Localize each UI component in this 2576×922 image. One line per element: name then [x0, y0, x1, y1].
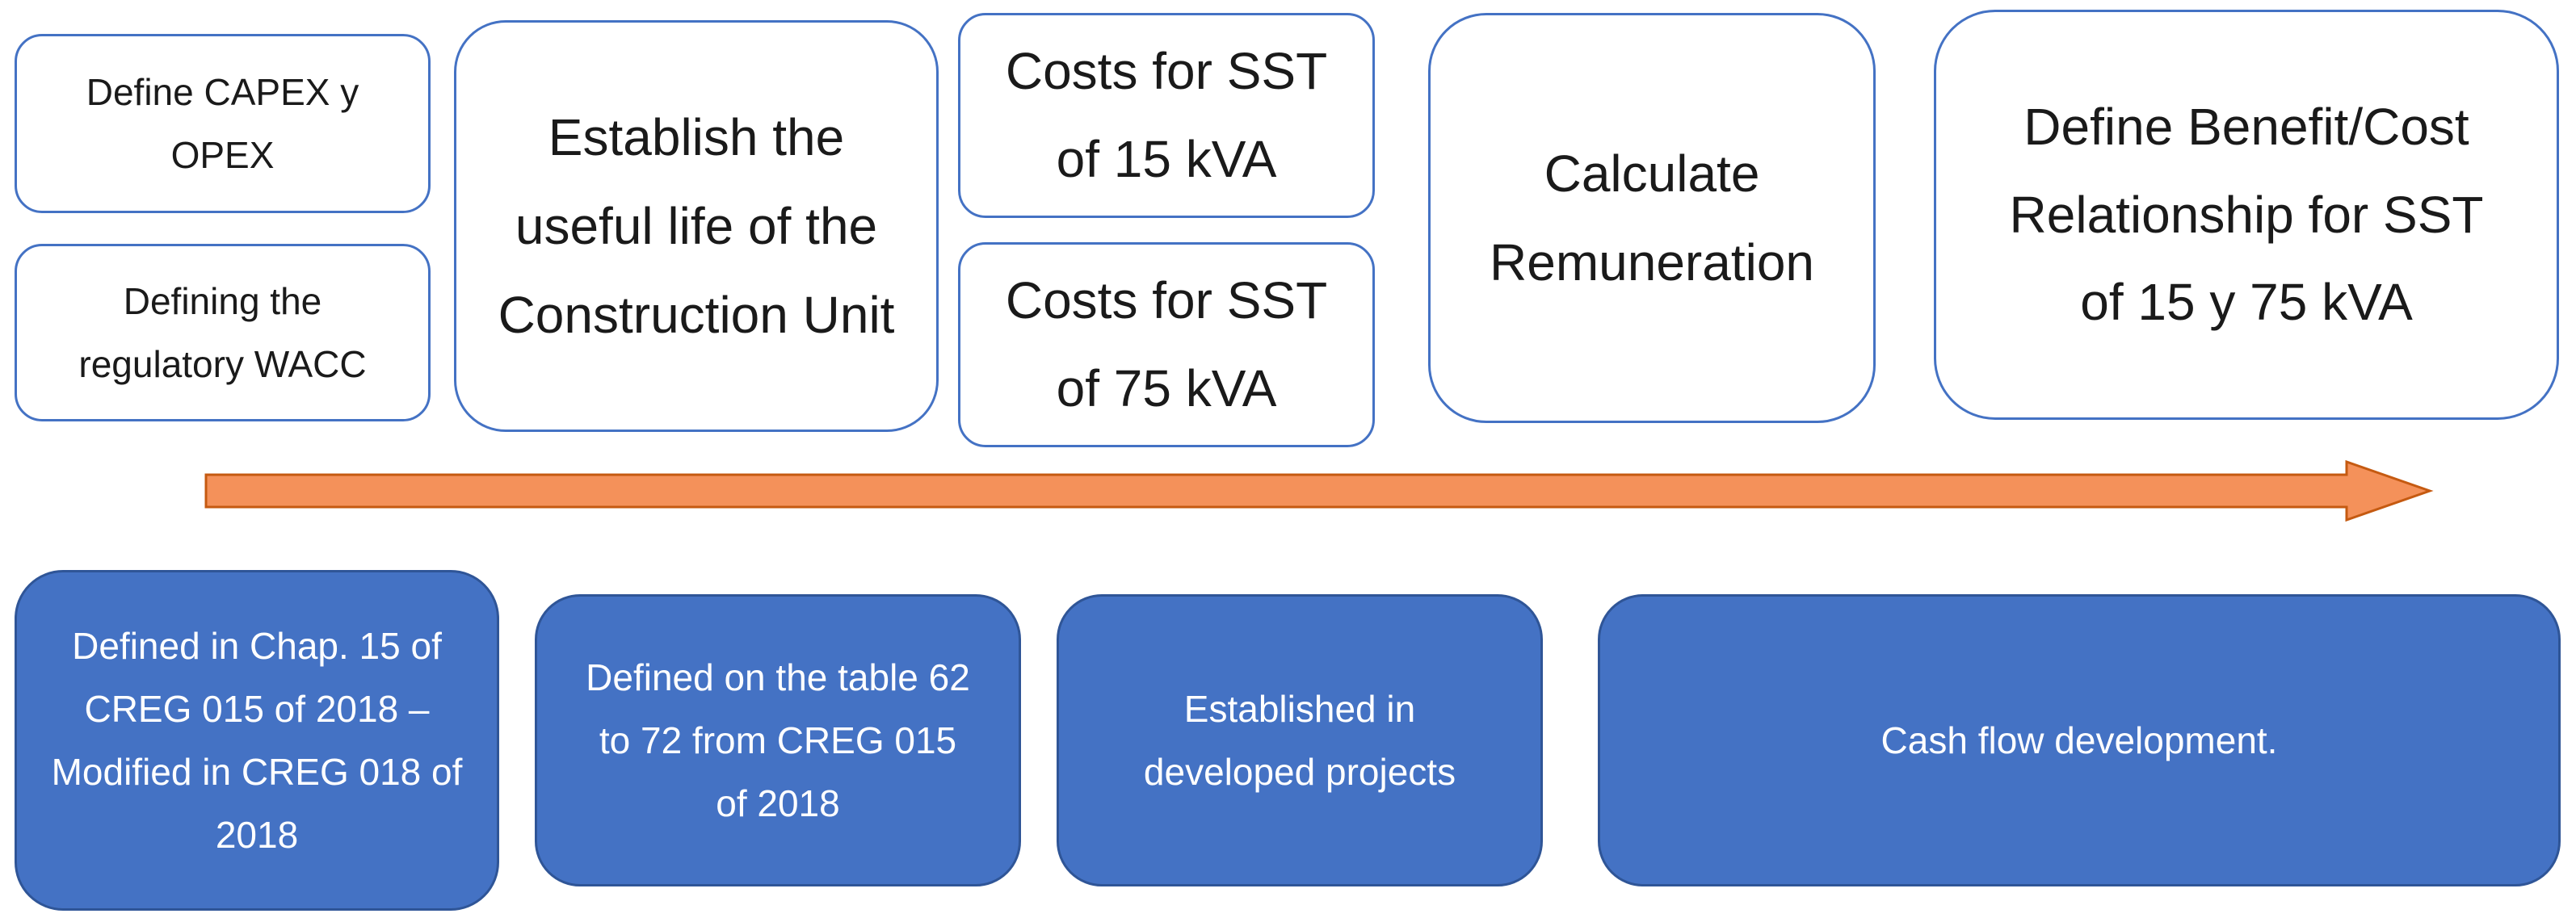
step-costs-75: Costs for SST of 75 kVA [958, 242, 1375, 447]
step-wacc-label: Defining the regulatory WACC [78, 279, 367, 385]
note-chap15: Defined in Chap. 15 of CREG 015 of 2018 … [15, 570, 499, 911]
note-projects: Established in developed projects [1057, 594, 1543, 886]
note-chap15-label: Defined in Chap. 15 of CREG 015 of 2018 … [51, 624, 463, 857]
step-costs-15-label: Costs for SST of 15 kVA [1005, 42, 1328, 188]
step-capex-opex: Define CAPEX y OPEX [15, 34, 431, 213]
step-useful-life: Establish the useful life of the Constru… [454, 20, 939, 432]
step-costs-75-label: Costs for SST of 75 kVA [1005, 271, 1328, 417]
step-useful-life-label: Establish the useful life of the Constru… [498, 107, 895, 345]
note-cashflow: Cash flow development. [1598, 594, 2561, 886]
step-remuneration: Calculate Remuneration [1428, 13, 1876, 423]
step-benefit-cost: Define Benefit/Cost Relationship for SST… [1934, 10, 2559, 420]
note-projects-label: Established in developed projects [1143, 687, 1456, 793]
note-table62-label: Defined on the table 62 to 72 from CREG … [586, 656, 970, 825]
step-capex-opex-label: Define CAPEX y OPEX [86, 70, 359, 176]
step-wacc: Defining the regulatory WACC [15, 244, 431, 421]
step-costs-15: Costs for SST of 15 kVA [958, 13, 1375, 218]
step-remuneration-label: Calculate Remuneration [1490, 144, 1814, 291]
note-table62: Defined on the table 62 to 72 from CREG … [535, 594, 1021, 886]
process-arrow-shape [204, 459, 2434, 522]
step-benefit-cost-label: Define Benefit/Cost Relationship for SST… [2009, 97, 2484, 332]
note-cashflow-label: Cash flow development. [1881, 719, 2278, 761]
